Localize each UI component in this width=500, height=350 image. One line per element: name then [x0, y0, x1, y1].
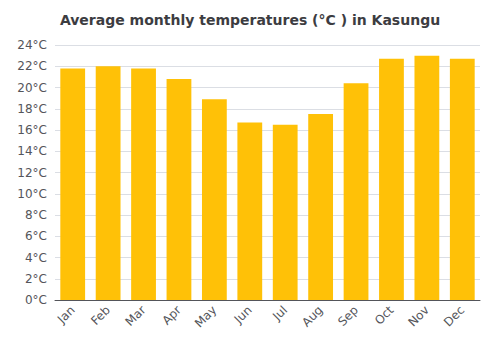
svg-text:Mar: Mar — [123, 303, 149, 329]
svg-text:2°C: 2°C — [25, 272, 47, 286]
svg-text:6°C: 6°C — [25, 229, 47, 243]
svg-text:18°C: 18°C — [17, 102, 47, 116]
svg-text:0°C: 0°C — [25, 293, 47, 307]
svg-text:12°C: 12°C — [17, 166, 47, 180]
svg-text:Jul: Jul — [269, 303, 290, 324]
svg-text:Oct: Oct — [372, 303, 397, 328]
svg-text:Jan: Jan — [54, 303, 78, 327]
svg-text:4°C: 4°C — [25, 251, 47, 265]
svg-text:20°C: 20°C — [17, 81, 47, 95]
svg-text:Average monthly temperatures (: Average monthly temperatures (°C ) in Ka… — [60, 12, 440, 28]
svg-text:10°C: 10°C — [17, 187, 47, 201]
svg-text:24°C: 24°C — [17, 38, 47, 52]
svg-text:14°C: 14°C — [17, 144, 47, 158]
svg-text:Feb: Feb — [88, 303, 113, 328]
svg-text:Dec: Dec — [441, 303, 467, 329]
svg-text:22°C: 22°C — [17, 59, 47, 73]
svg-text:Sep: Sep — [335, 303, 361, 329]
svg-text:16°C: 16°C — [17, 123, 47, 137]
svg-text:Apr: Apr — [159, 303, 184, 328]
svg-text:Jun: Jun — [231, 303, 255, 327]
svg-text:Aug: Aug — [299, 303, 325, 329]
svg-text:May: May — [192, 303, 219, 330]
svg-text:8°C: 8°C — [25, 208, 47, 222]
svg-text:Nov: Nov — [405, 303, 431, 329]
